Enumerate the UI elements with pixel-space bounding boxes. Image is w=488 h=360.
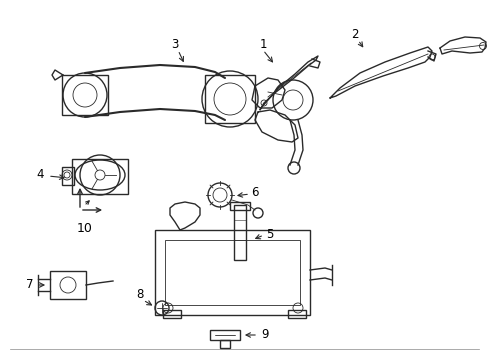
Bar — [72, 159, 128, 194]
Bar — [164, 240, 299, 305]
Bar — [62, 75, 108, 115]
Bar — [287, 310, 305, 318]
Text: 5: 5 — [266, 229, 273, 242]
Bar — [62, 167, 74, 185]
Text: 3: 3 — [171, 39, 178, 51]
Text: 8: 8 — [136, 288, 143, 302]
Bar — [229, 202, 249, 210]
Bar — [155, 230, 309, 315]
Bar — [204, 75, 254, 123]
Text: 1: 1 — [259, 39, 266, 51]
Text: 7: 7 — [26, 279, 34, 292]
Bar — [163, 310, 181, 318]
Text: 4: 4 — [36, 168, 43, 181]
Text: 9: 9 — [261, 328, 268, 342]
Text: 10: 10 — [77, 221, 93, 234]
Bar — [220, 340, 229, 348]
Bar — [50, 271, 86, 299]
Bar — [209, 330, 240, 340]
Text: 6: 6 — [251, 186, 258, 199]
Text: 2: 2 — [350, 28, 358, 41]
Bar — [234, 205, 245, 260]
